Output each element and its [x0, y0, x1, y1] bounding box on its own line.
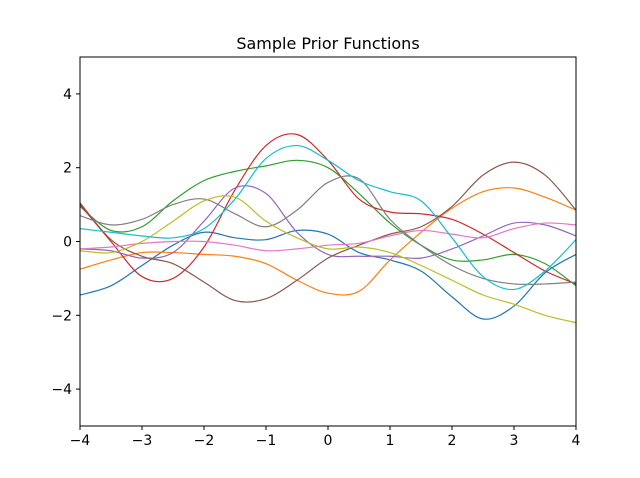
x-tick-label: 0 [324, 433, 333, 449]
y-tick-label: −4 [51, 382, 72, 398]
series-line-6 [80, 161, 576, 303]
x-tick-label: 4 [572, 433, 581, 449]
y-tick-label: −2 [51, 308, 72, 324]
x-tick-label: 2 [448, 433, 457, 449]
x-tick-label: −4 [70, 433, 91, 449]
x-tick-label: −2 [194, 433, 215, 449]
chart-title: Sample Prior Functions [236, 34, 419, 53]
series-lines [80, 133, 576, 324]
series-line-7 [80, 222, 576, 252]
y-tick-label: 0 [63, 235, 72, 251]
y-axis: −4 −2 0 2 4 [51, 87, 80, 398]
x-tick-label: −3 [132, 433, 153, 449]
series-line-5 [80, 185, 576, 259]
x-tick-label: 3 [510, 433, 519, 449]
series-line-1 [80, 229, 576, 320]
x-tick-label: 1 [386, 433, 395, 449]
y-tick-label: 4 [63, 87, 72, 103]
series-line-9 [80, 195, 576, 324]
series-line-10 [80, 144, 576, 291]
x-axis: −4 −3 −2 −1 0 1 2 3 4 [70, 426, 581, 449]
y-tick-label: 2 [63, 161, 72, 177]
series-line-2 [80, 187, 576, 296]
x-tick-label: −1 [256, 433, 277, 449]
series-line-8 [80, 175, 576, 286]
